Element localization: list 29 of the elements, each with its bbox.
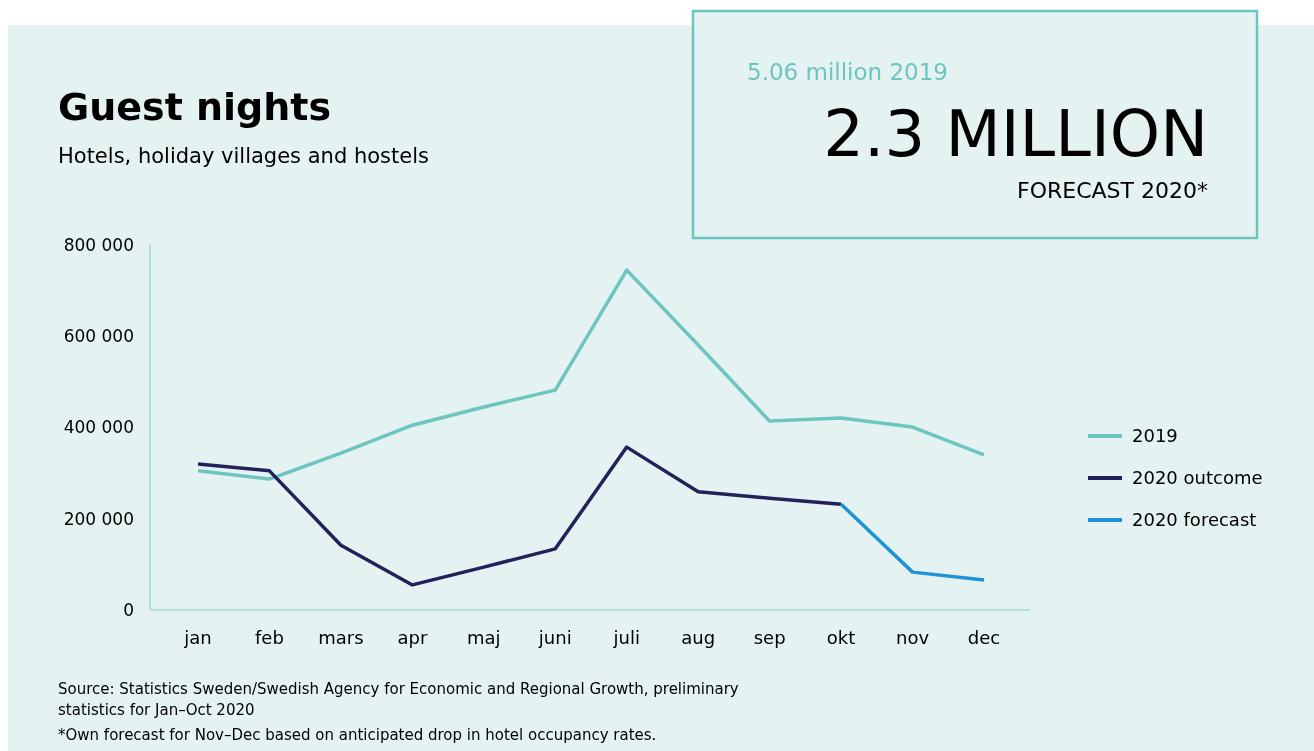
y-tick-label: 0 — [123, 599, 134, 620]
x-tick-label: juli — [612, 627, 640, 648]
text: 2.3 MILLION — [823, 97, 1208, 171]
x-tick-label: apr — [397, 627, 428, 648]
y-tick-label: 400 000 — [63, 417, 134, 438]
x-tick-label: okt — [826, 627, 856, 648]
text: 5.06 million 2019 — [747, 59, 948, 85]
x-tick-label: dec — [967, 627, 1001, 648]
x-tick-label: mars — [318, 627, 364, 648]
x-tick-label: maj — [467, 627, 501, 648]
x-tick-label: aug — [681, 627, 716, 648]
x-tick-label: nov — [896, 627, 930, 648]
line-series — [196, 268, 986, 481]
x-tick-label: jan — [183, 627, 212, 648]
x-tick-label: sep — [753, 627, 786, 648]
line-series — [196, 445, 843, 587]
legend-label: 2020 forecast — [1132, 509, 1257, 531]
y-tick-label: 800 000 — [63, 234, 134, 255]
source-note: Source: Statistics Sweden/Swedish Agency for Economic and Regional Growth, preliminary statistics for Jan–Oct 2020 — [58, 680, 739, 719]
y-tick-label: 600 000 — [63, 326, 134, 347]
chart-subtitle: Hotels, holiday villages and hostels — [58, 144, 429, 168]
y-tick-label: 200 000 — [63, 508, 134, 529]
text: *Own forecast for Nov–Dec based on anticipated drop in hotel occupancy rates. — [58, 726, 657, 744]
legend-label: 2020 outcome — [1132, 467, 1263, 489]
x-tick-label: feb — [255, 627, 284, 648]
legend-label: 2019 — [1132, 425, 1178, 447]
x-tick-label: juni — [537, 627, 572, 648]
chart-title: Guest nights — [58, 85, 332, 129]
text: FORECAST 2020* — [1017, 178, 1208, 203]
